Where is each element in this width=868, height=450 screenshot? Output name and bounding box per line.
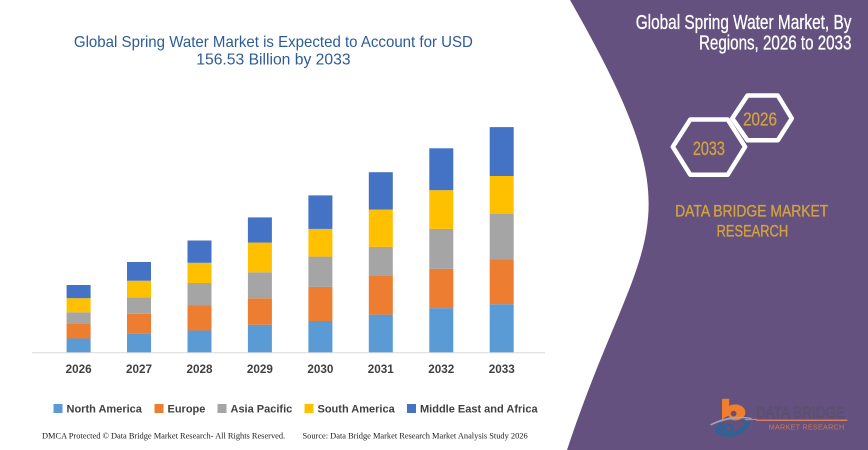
svg-text:2028: 2028	[186, 363, 213, 376]
svg-text:2032: 2032	[428, 363, 455, 376]
svg-text:Regions, 2026 to 2033: Regions, 2026 to 2033	[699, 33, 851, 55]
svg-text:Middle East and Africa: Middle East and Africa	[420, 404, 538, 416]
svg-text:2030: 2030	[307, 363, 334, 376]
svg-text:MARKET RESEARCH: MARKET RESEARCH	[769, 423, 845, 432]
svg-text:Global Spring Water Market, By: Global Spring Water Market, By	[636, 12, 852, 34]
svg-text:2031: 2031	[368, 363, 395, 376]
svg-text:Source: Data Bridge Market Res: Source: Data Bridge Market Research Mark…	[303, 431, 528, 440]
svg-text:South America: South America	[318, 404, 396, 416]
svg-text:2033: 2033	[693, 139, 725, 160]
svg-text:DATA BRIDGE: DATA BRIDGE	[756, 405, 845, 422]
svg-text:DATA BRIDGE MARKET: DATA BRIDGE MARKET	[675, 202, 828, 220]
svg-text:Asia Pacific: Asia Pacific	[231, 404, 293, 416]
svg-text:2026: 2026	[743, 110, 777, 130]
svg-text:156.53 Billion by 2033: 156.53 Billion by 2033	[196, 51, 350, 68]
svg-text:2026: 2026	[66, 363, 93, 376]
svg-text:Europe: Europe	[168, 404, 206, 416]
svg-text:North America: North America	[67, 404, 143, 416]
svg-text:RESEARCH: RESEARCH	[717, 223, 789, 241]
svg-text:2033: 2033	[489, 363, 516, 376]
svg-text:DMCA Protected © Data Bridge M: DMCA Protected © Data Bridge Market Rese…	[42, 431, 285, 440]
svg-text:2029: 2029	[247, 363, 274, 376]
svg-text:2027: 2027	[126, 363, 152, 376]
svg-text:Global Spring Water Market is: Global Spring Water Market is Expected t…	[74, 34, 473, 51]
